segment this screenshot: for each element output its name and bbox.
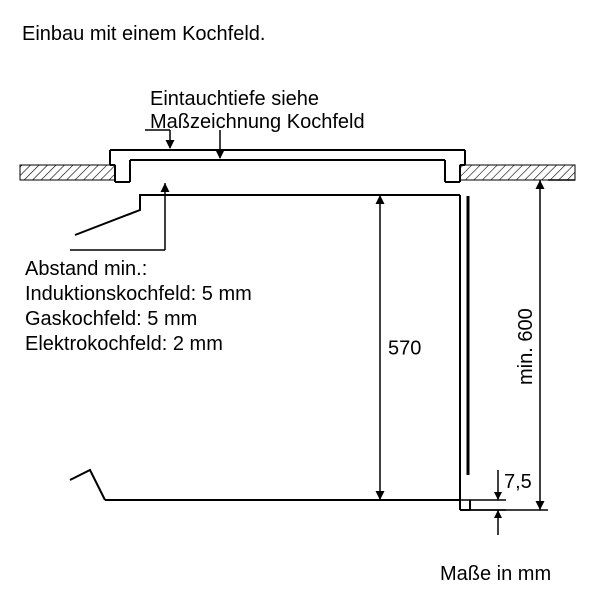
clearance-line: Gaskochfeld: 5 mm	[25, 308, 197, 330]
clearance-line: Elektrokochfeld: 2 mm	[25, 333, 223, 355]
dim-600: min. 600	[515, 308, 537, 385]
note-line2: Maßzeichnung Kochfeld	[150, 111, 365, 133]
clearance-heading: Abstand min.:	[25, 258, 147, 280]
note-line1: Eintauchtiefe siehe	[150, 88, 319, 110]
page-title: Einbau mit einem Kochfeld.	[22, 23, 265, 45]
dim-7-5: 7,5	[504, 471, 532, 493]
units-label: Maße in mm	[440, 563, 551, 585]
clearance-line: Induktionskochfeld: 5 mm	[25, 283, 252, 305]
dim-570: 570	[388, 338, 421, 360]
